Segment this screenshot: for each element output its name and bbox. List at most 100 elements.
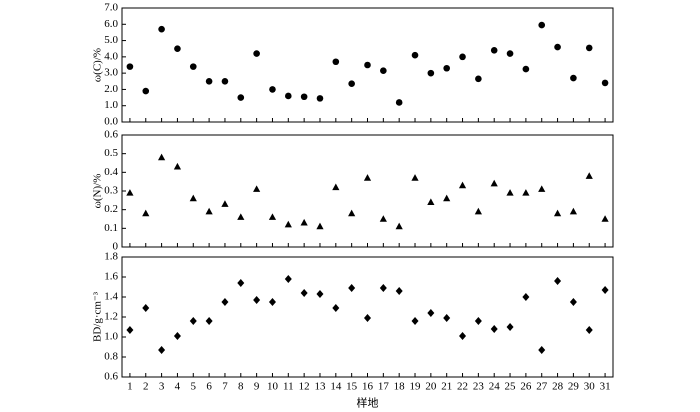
point (253, 185, 261, 192)
y-axis-label: ω(N)/% (92, 174, 104, 209)
y-tick-label: 1.8 (104, 251, 118, 263)
point (443, 314, 451, 322)
point (268, 213, 277, 220)
point (474, 317, 482, 325)
point (142, 87, 150, 95)
point (205, 77, 213, 85)
y-tick-label: 0.6 (104, 129, 118, 141)
x-tick-label: 22 (457, 381, 468, 393)
point (158, 25, 165, 33)
x-tick-label: 16 (362, 381, 374, 393)
point (189, 317, 197, 325)
point (427, 198, 435, 205)
point (348, 80, 355, 88)
point (585, 172, 593, 179)
point (348, 209, 356, 217)
point (538, 21, 546, 29)
point (538, 346, 546, 354)
y-tick-label: 1.0 (104, 331, 118, 343)
x-tick-label: 5 (191, 381, 197, 393)
y-tick-label: 1.0 (104, 99, 118, 111)
point (126, 63, 134, 70)
x-tick-label: 19 (410, 381, 422, 393)
x-tick-label: 11 (283, 381, 294, 393)
y-tick-label: 3.0 (104, 67, 118, 79)
point (300, 218, 308, 226)
y-tick-label: 0 (113, 241, 119, 253)
x-tick-label: 3 (159, 381, 165, 393)
y-tick-label: 0.4 (104, 166, 118, 178)
point (157, 153, 166, 161)
point (522, 189, 530, 196)
point (173, 332, 181, 340)
point (380, 67, 387, 74)
y-tick-label: 0.2 (104, 203, 118, 215)
y-tick-label: 1.4 (104, 291, 118, 303)
y-tick-label: 4.0 (104, 50, 118, 62)
point (506, 323, 514, 331)
y-tick-label: 6.0 (104, 18, 118, 30)
y-tick-label: 0.0 (104, 116, 118, 128)
x-tick-label: 28 (552, 381, 564, 393)
point (316, 290, 324, 298)
point (332, 58, 340, 66)
point (522, 293, 530, 301)
x-tick-label: 20 (425, 381, 437, 393)
x-tick-label: 15 (346, 381, 358, 393)
point (585, 326, 593, 334)
point (316, 222, 324, 230)
x-tick-label: 27 (536, 381, 548, 393)
point (221, 298, 229, 306)
x-tick-label: 23 (473, 381, 485, 393)
x-tick-label: 2 (143, 381, 149, 393)
point (569, 298, 577, 306)
point (189, 63, 197, 70)
point (379, 215, 387, 222)
point (601, 215, 609, 222)
point (601, 286, 609, 294)
x-tick-label: 31 (600, 381, 611, 393)
point (569, 207, 578, 215)
point (363, 174, 372, 181)
point (506, 189, 514, 196)
point (126, 326, 134, 334)
x-tick-label: 12 (299, 381, 310, 393)
point (411, 51, 419, 59)
point (411, 317, 419, 325)
point (538, 185, 546, 192)
point (253, 50, 260, 57)
point (443, 64, 450, 72)
point (459, 332, 467, 340)
point (189, 194, 197, 202)
point (221, 200, 229, 207)
point (570, 74, 577, 82)
point (174, 45, 181, 53)
point (364, 61, 371, 69)
point (237, 213, 245, 220)
point (395, 99, 403, 106)
x-tick-label: 29 (568, 381, 580, 393)
point (221, 77, 229, 85)
point (285, 92, 292, 100)
point (237, 279, 245, 287)
point (284, 220, 292, 228)
x-tick-label: 30 (584, 381, 596, 393)
point (205, 207, 213, 215)
point (395, 287, 403, 295)
y-tick-label: 5.0 (104, 34, 118, 46)
x-tick-label: 14 (330, 381, 342, 393)
point (475, 75, 482, 83)
point (268, 298, 276, 306)
x-tick-label: 13 (314, 381, 326, 393)
point (458, 181, 467, 189)
point (332, 304, 340, 312)
point (459, 53, 466, 61)
point (474, 207, 482, 215)
y-axis-label: BD/g·cm⁻³ (92, 291, 104, 342)
x-tick-label: 7 (222, 381, 228, 393)
y-tick-label: 0.6 (104, 371, 118, 383)
point (443, 194, 451, 202)
point (490, 179, 498, 187)
y-tick-label: 0.1 (104, 222, 118, 234)
